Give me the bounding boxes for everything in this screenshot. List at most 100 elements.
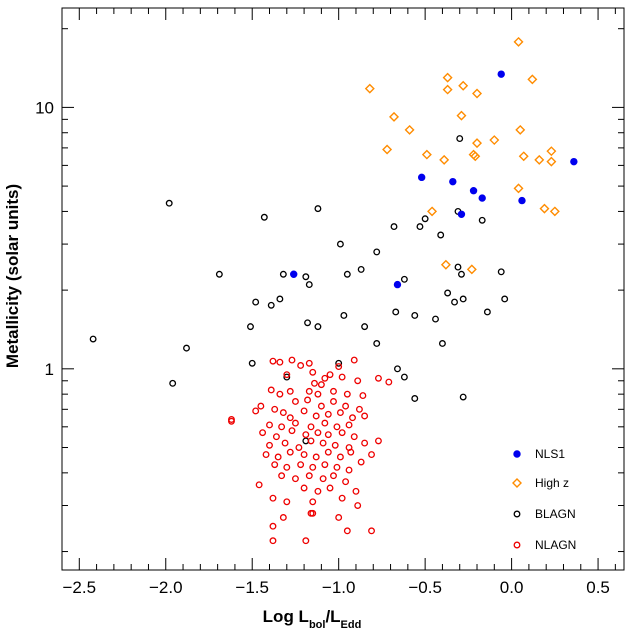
y-tick-label: 10 <box>35 98 54 117</box>
nlagn-point <box>314 429 322 437</box>
x-tick-label: −1.5 <box>235 578 269 597</box>
nlagn-point <box>272 433 280 441</box>
nlagn-point <box>255 481 263 489</box>
blagn-point <box>390 223 398 231</box>
high-z-point <box>546 146 557 157</box>
high-z-point <box>534 154 545 165</box>
nlagn-point <box>271 405 279 413</box>
nlagn-point <box>326 371 334 379</box>
nlagn-point <box>314 390 322 398</box>
nlagn-point <box>324 431 332 439</box>
blagn-point <box>438 340 446 347</box>
nlagn-point <box>278 423 286 431</box>
nlagn-point <box>333 463 341 471</box>
blagn-point <box>456 135 464 143</box>
nlagn-point <box>385 378 393 386</box>
y-axis-ticks: 1 10 <box>35 28 624 553</box>
nlagn-point <box>274 453 282 461</box>
nls1-point <box>570 157 578 166</box>
high-z-point <box>389 111 400 122</box>
nlagn-point <box>279 409 287 417</box>
nlagn-point <box>349 414 356 422</box>
nlagn-point <box>252 407 260 415</box>
nlagn-point <box>343 390 351 398</box>
blagn-point <box>400 275 408 283</box>
nlagn-point <box>228 417 235 425</box>
y-axis-title: Metallicity (solar units) <box>3 184 22 368</box>
nls1-point <box>469 187 478 195</box>
nlagn-point <box>300 407 308 415</box>
high-z-point <box>549 206 560 217</box>
high-z-point <box>513 183 524 194</box>
blagn-point <box>267 301 275 309</box>
legend-marker-high-z <box>512 478 522 488</box>
nlagn-point <box>269 537 277 545</box>
blagn-point <box>305 281 313 289</box>
nlagn-point <box>345 421 353 429</box>
nls1-point <box>417 173 426 182</box>
legend-marker-nls1 <box>513 450 521 458</box>
blagn-point <box>276 295 284 303</box>
legend-label-high-z: High z <box>535 476 569 490</box>
nlagn-point <box>309 463 317 471</box>
nls1-point <box>457 210 466 219</box>
nlagn-point <box>331 441 339 449</box>
nlagn-point <box>330 387 337 395</box>
nlagn-point <box>269 522 277 530</box>
x-tick-label: 0.0 <box>500 578 524 597</box>
nlagn-point <box>374 437 382 445</box>
blagn-point <box>458 270 465 278</box>
nlagn-point <box>278 472 286 480</box>
nlagn-point <box>305 359 313 367</box>
nlagn-point <box>355 405 363 413</box>
nlagn-point <box>311 379 318 387</box>
nlagn-point <box>326 484 334 492</box>
nlagn-point <box>343 527 351 535</box>
high-z-point <box>527 74 538 85</box>
blagn-point <box>89 335 97 343</box>
high-z-point <box>404 124 415 135</box>
blagn-point <box>454 263 462 271</box>
nlagn-point <box>317 402 325 410</box>
blagn-point <box>483 308 491 316</box>
nlagn-point <box>319 439 327 447</box>
nls1-point <box>449 177 457 186</box>
high-z-point <box>456 110 467 121</box>
nlagn-point <box>368 527 375 535</box>
nlagn-point <box>269 494 277 502</box>
nlagn-point <box>288 427 296 435</box>
nlagn-point <box>330 472 337 480</box>
high-z-point <box>364 83 375 94</box>
nlagn-point <box>307 437 315 445</box>
high-z-point <box>458 80 469 91</box>
nlagn-point <box>361 412 369 420</box>
blagn-point <box>373 248 381 256</box>
nlagn-point <box>345 466 353 474</box>
x-tick-label: −0.5 <box>408 578 442 597</box>
high-z-point <box>472 138 483 149</box>
x-tick-label: −2.0 <box>149 578 183 597</box>
high-z-point <box>546 156 557 167</box>
blagn-point <box>247 323 254 331</box>
nlagn-point <box>276 390 284 398</box>
nlagn-point <box>347 448 355 456</box>
nlagn-point <box>286 414 294 422</box>
blagn-point <box>314 323 322 331</box>
plot-frame <box>61 7 625 571</box>
nlagn-point <box>330 398 337 405</box>
blagn-point <box>411 312 419 319</box>
nlagn-point <box>336 409 344 417</box>
nlagn-point <box>283 371 291 379</box>
nls1-point <box>478 194 486 202</box>
blagn-point <box>459 295 467 303</box>
blagn-point <box>451 298 458 306</box>
nlagn-point <box>279 514 287 521</box>
nlagn-point <box>302 537 310 545</box>
x-tick-label: −2.5 <box>63 578 97 597</box>
nlagn-point <box>361 439 369 447</box>
legend-label-nlagn: NLAGN <box>535 538 576 552</box>
nlagn-point <box>269 357 277 365</box>
legend-label-nls1: NLS1 <box>535 447 565 461</box>
nlagn-point <box>304 396 312 404</box>
